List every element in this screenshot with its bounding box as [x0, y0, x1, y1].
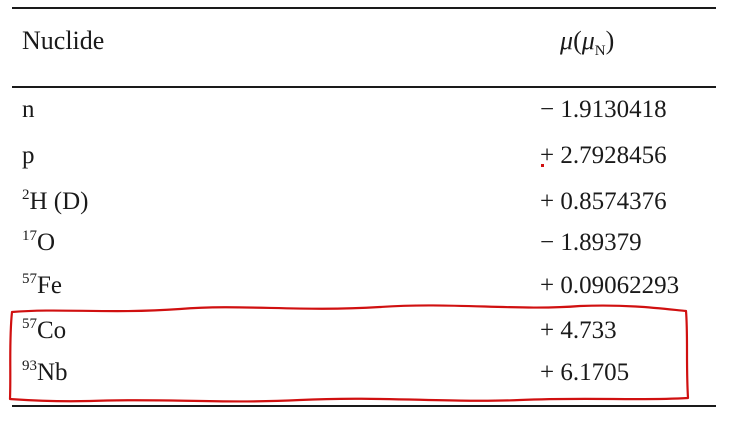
- header-nuclide: Nuclide: [22, 26, 105, 55]
- mass-number: 93: [22, 358, 37, 374]
- table-row-moment: + 0.09062293: [540, 272, 680, 299]
- table-bottom-rule: [12, 405, 716, 407]
- table-row-moment: + 4.733: [540, 317, 617, 344]
- element-symbol: Nb: [37, 359, 68, 386]
- element-symbol: n: [22, 96, 35, 123]
- header-magnetic-moment: μ(μN): [560, 26, 615, 59]
- mass-number: 17: [22, 228, 37, 244]
- mass-number: 57: [22, 271, 37, 287]
- header-close-paren: ): [605, 26, 615, 55]
- table-row-moment: + 2.7928456: [540, 142, 667, 169]
- table-top-rule: [12, 7, 716, 9]
- table-row-moment: − 1.9130418: [540, 96, 667, 123]
- element-symbol: p: [22, 142, 35, 169]
- table-header-rule: [12, 86, 716, 88]
- table-row-nuclide: 93Nb: [22, 358, 68, 388]
- mu-unit-subscript: N: [594, 43, 606, 59]
- table-row-nuclide: 57Fe: [22, 271, 62, 301]
- mass-number: 57: [22, 316, 37, 332]
- table-row-nuclide: 17O: [22, 228, 55, 258]
- table-row-moment: − 1.89379: [540, 229, 642, 256]
- table-row-nuclide: n: [22, 95, 35, 125]
- stray-red-mark: [541, 164, 544, 167]
- mu-unit-symbol: μ: [581, 26, 595, 55]
- mu-symbol: μ: [560, 26, 574, 55]
- table-row-moment: + 6.1705: [540, 359, 630, 386]
- table-row-nuclide: 57Co: [22, 316, 66, 346]
- mass-number: 2: [22, 187, 30, 203]
- element-symbol: O: [37, 229, 56, 256]
- header-open-paren: (: [573, 26, 582, 55]
- element-symbol: Fe: [37, 272, 62, 299]
- element-symbol: Co: [37, 317, 67, 344]
- table-row-moment: + 0.8574376: [540, 188, 667, 215]
- element-symbol: H (D): [29, 188, 89, 215]
- table-row-nuclide: 2H (D): [22, 187, 89, 217]
- table-row-nuclide: p: [22, 141, 35, 171]
